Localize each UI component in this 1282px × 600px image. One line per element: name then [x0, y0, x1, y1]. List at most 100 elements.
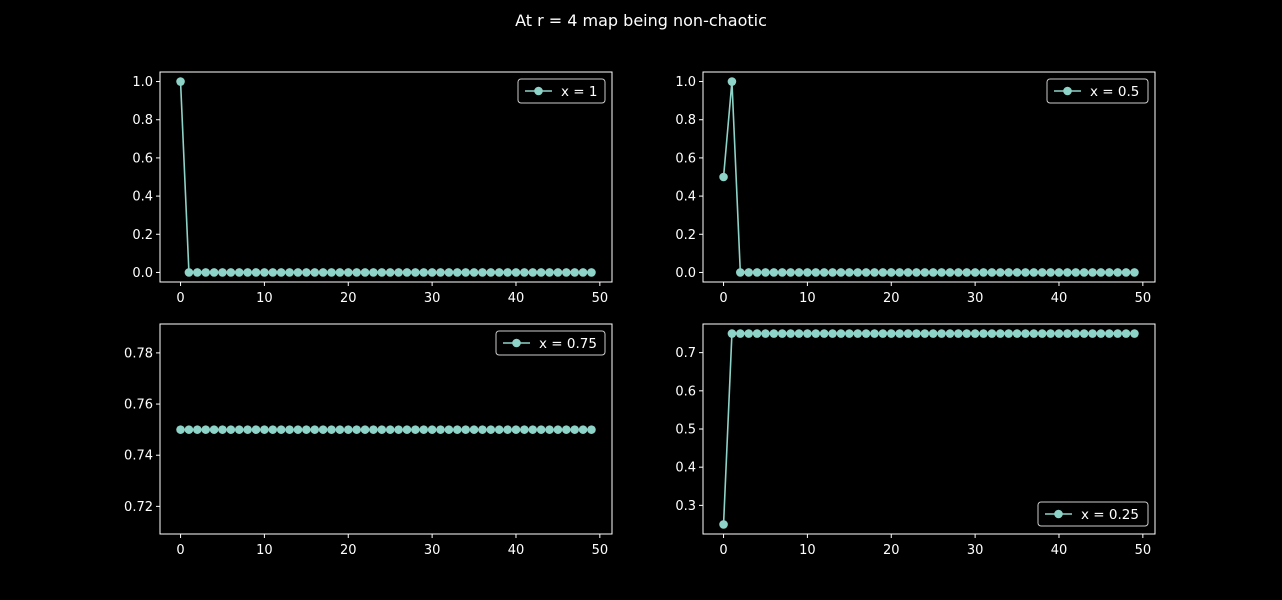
- x-tick-label: 0: [176, 543, 184, 558]
- y-tick-label: 0.3: [675, 499, 696, 514]
- y-tick-label: 0.4: [675, 190, 696, 205]
- data-point: [486, 425, 496, 434]
- legend: x = 0.25: [1037, 501, 1149, 527]
- data-point: [369, 268, 378, 277]
- data-point: [176, 425, 185, 434]
- data-point: [251, 268, 261, 277]
- data-point: [803, 268, 812, 277]
- data-point: [719, 172, 728, 182]
- data-point: [327, 425, 336, 434]
- x-tick-label: 40: [1051, 543, 1068, 558]
- data-point: [419, 425, 429, 434]
- y-tick-label: 0.2: [675, 228, 696, 243]
- data-point: [452, 268, 462, 277]
- data-point: [587, 268, 596, 277]
- y-tick-label: 0.76: [124, 398, 153, 413]
- legend-marker: [1063, 86, 1072, 96]
- data-point: [553, 268, 563, 277]
- x-tick-label: 10: [256, 543, 273, 558]
- data-point: [461, 425, 470, 434]
- data-point: [553, 425, 563, 434]
- data-point: [995, 268, 1005, 277]
- data-point: [293, 425, 303, 434]
- data-point: [587, 425, 596, 434]
- x-tick-label: 0: [719, 291, 727, 306]
- data-point: [494, 425, 504, 434]
- x-tick-label: 20: [883, 291, 900, 306]
- data-point: [970, 329, 980, 338]
- data-point: [343, 268, 353, 277]
- data-point: [1021, 329, 1030, 338]
- data-point: [184, 268, 194, 277]
- legend-marker: [534, 86, 543, 96]
- y-tick-label: 0.6: [132, 151, 153, 166]
- data-point: [811, 329, 821, 338]
- data-point: [912, 329, 921, 338]
- y-tick-label: 0.0: [675, 266, 696, 281]
- data-point: [1088, 329, 1097, 338]
- data-point: [260, 268, 269, 277]
- data-point: [1021, 268, 1030, 277]
- data-point: [752, 329, 762, 338]
- data-point: [987, 329, 997, 338]
- data-point: [352, 425, 361, 434]
- x-tick-label: 0: [719, 543, 727, 558]
- data-point: [945, 329, 955, 338]
- data-point: [209, 425, 219, 434]
- data-point: [819, 268, 829, 277]
- data-point: [1037, 329, 1047, 338]
- legend-label: x = 0.75: [539, 336, 597, 352]
- data-point: [193, 268, 202, 277]
- x-tick-label: 40: [508, 291, 525, 306]
- x-tick-label: 50: [1135, 291, 1152, 306]
- data-point: [570, 425, 579, 434]
- subplot-bottom-left: 0 10 20 30 40 50 0.72 0.74 0.76 0.78 x = 0.75: [124, 323, 613, 558]
- data-point: [853, 329, 863, 338]
- data-point: [1037, 268, 1047, 277]
- x-tick-label: 50: [592, 291, 609, 306]
- x-tick-label: 30: [967, 543, 984, 558]
- data-point: [870, 268, 879, 277]
- data-point: [1096, 268, 1106, 277]
- data-point: [427, 268, 437, 277]
- data-point: [1004, 268, 1013, 277]
- data-point: [845, 268, 854, 277]
- data-point: [1046, 268, 1055, 277]
- legend-box: [1046, 78, 1149, 104]
- data-point: [937, 268, 946, 277]
- data-point: [1088, 268, 1097, 277]
- subplot-top-left: 0 10 20 30 40 50 0.0 0.2 0.4 0.6 0.8 1.0 x = 1: [132, 71, 613, 306]
- data-point: [545, 425, 554, 434]
- figure-suptitle: At r = 4 map being non-chaotic: [515, 11, 767, 30]
- data-point: [828, 329, 837, 338]
- data-point: [1004, 329, 1013, 338]
- data-point: [302, 425, 311, 434]
- y-tick-label: 1.0: [675, 75, 696, 90]
- x-tick-label: 30: [424, 291, 441, 306]
- data-point: [243, 425, 252, 434]
- legend-marker: [512, 338, 521, 348]
- y-tick-label: 0.72: [124, 500, 153, 515]
- data-point: [1130, 268, 1139, 277]
- data-point: [385, 425, 395, 434]
- data-point: [828, 268, 837, 277]
- data-point: [209, 268, 219, 277]
- y-tick-label: 0.6: [675, 384, 696, 399]
- data-point: [528, 268, 538, 277]
- data-point: [761, 329, 770, 338]
- x-tick-label: 10: [799, 543, 816, 558]
- data-point: [419, 268, 429, 277]
- axes-frame: [159, 323, 613, 535]
- data-point: [201, 268, 211, 277]
- data-point: [251, 425, 261, 434]
- x-tick-label: 20: [340, 291, 357, 306]
- data-point: [945, 268, 955, 277]
- data-point: [870, 329, 879, 338]
- data-point: [327, 268, 336, 277]
- data-point: [184, 425, 194, 434]
- y-tick-label: 0.6: [675, 151, 696, 166]
- data-point: [1071, 268, 1081, 277]
- data-point: [469, 268, 479, 277]
- x-tick-label: 40: [1051, 291, 1068, 306]
- data-point: [769, 329, 779, 338]
